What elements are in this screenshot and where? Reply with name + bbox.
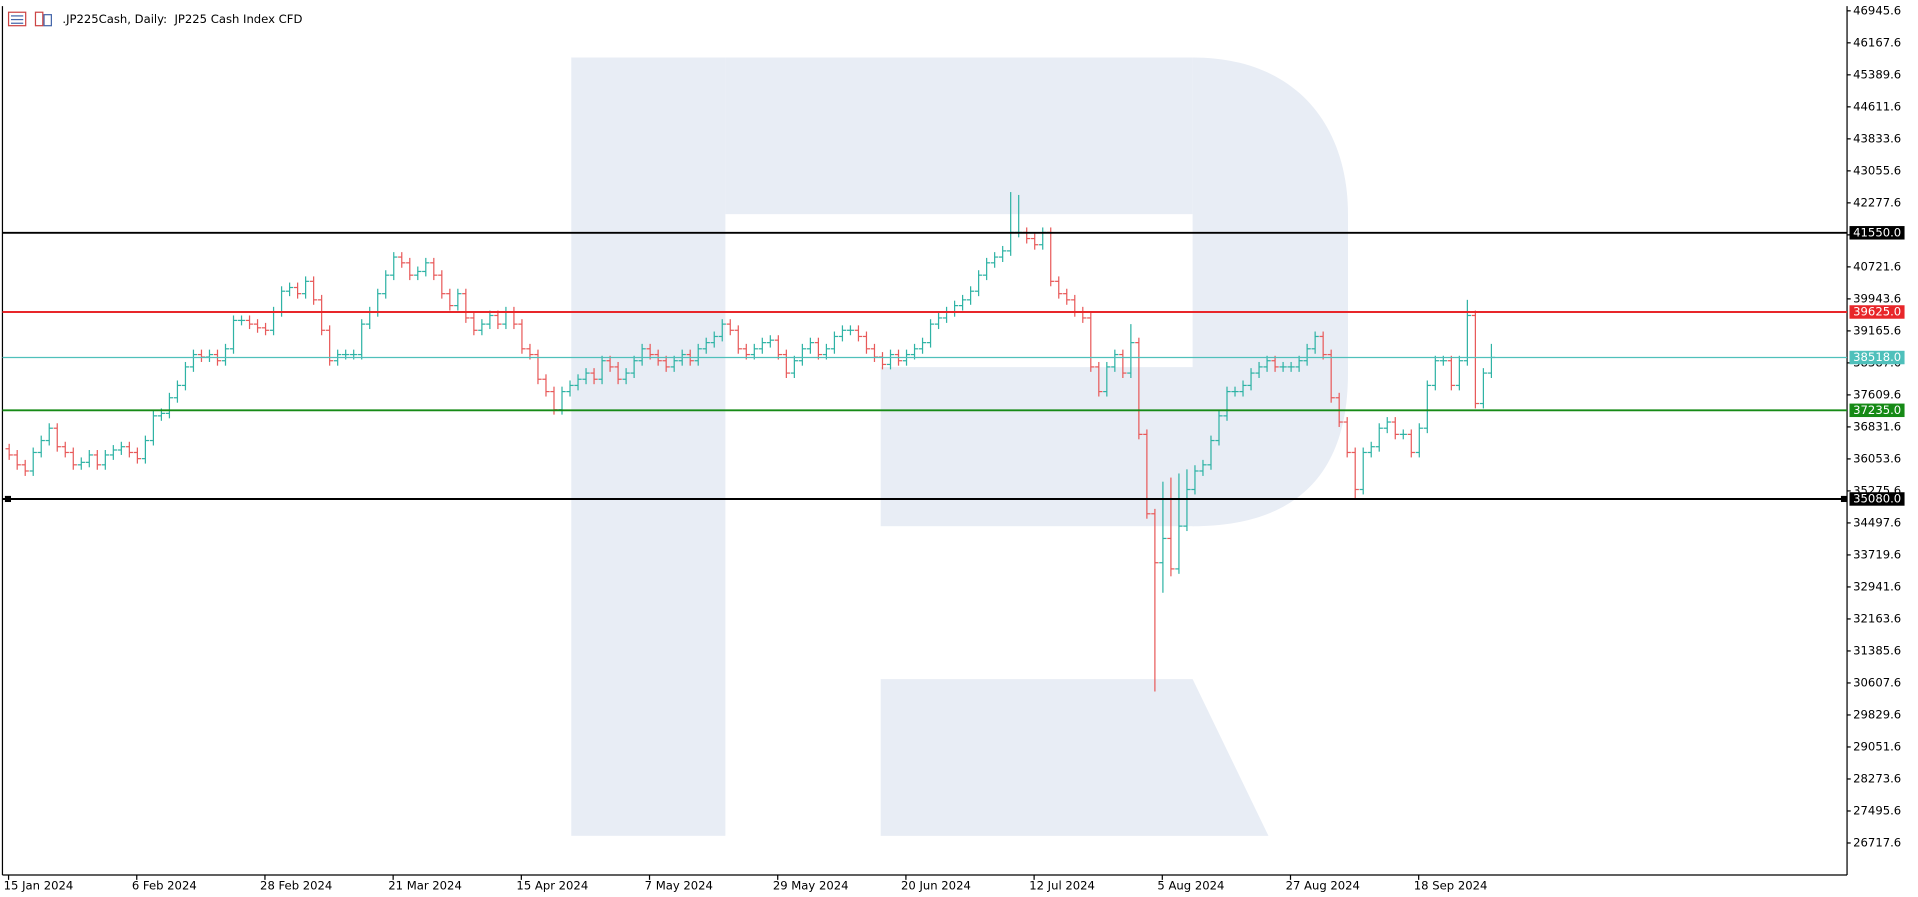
y-tick-label: 43833.6 [1853,131,1901,145]
icon [34,11,44,27]
x-tick-label: 5 Aug 2024 [1157,878,1224,892]
y-tick-label: 39943.6 [1853,291,1901,305]
y-tick-label: 26717.6 [1853,835,1901,849]
level-label-box [1849,350,1905,365]
y-tick-label: 39165.6 [1853,323,1901,337]
level-label: 38518.0 [1853,350,1901,364]
x-tick-label: 7 May 2024 [645,878,713,892]
y-tick-label: 46945.6 [1853,3,1901,17]
watermark-stem [571,57,726,836]
y-tick-label: 27495.6 [1853,803,1901,817]
y-tick-label: 44611.6 [1853,99,1901,113]
toolbar-icons [7,11,52,27]
level-anchor [4,495,12,503]
watermark-top [725,57,1193,215]
y-tick-label: 40721.6 [1853,259,1901,273]
level-label: 41550.0 [1853,225,1901,239]
level-label-box [1849,305,1905,319]
x-tick-label: 27 Aug 2024 [1286,878,1360,892]
x-tick-label: 28 Feb 2024 [260,878,332,892]
level-label: 37235.0 [1853,403,1901,417]
level-label-box [1849,492,1905,506]
y-tick-label: 37609.6 [1853,387,1901,401]
y-tick-label: 29829.6 [1853,707,1901,721]
level-label: 39625.0 [1853,304,1901,318]
x-tick-label: 15 Jan 2024 [4,878,74,892]
chart-title: .JP225Cash, Daily: JP225 Cash Index CFD [62,12,302,26]
y-tick-label: 29051.6 [1853,739,1901,753]
y-tick-label: 45389.6 [1853,67,1901,81]
watermark-bowl [1192,57,1348,527]
watermark-leg [880,679,1269,836]
x-tick-label: 12 Jul 2024 [1029,878,1095,892]
level-label-box [1849,226,1905,240]
y-tick-label: 46167.6 [1853,35,1901,49]
x-tick-label: 20 Jun 2024 [901,878,971,892]
x-tick-label: 6 Feb 2024 [132,878,197,892]
y-tick-label: 33719.6 [1853,547,1901,561]
level-anchor [1840,495,1848,503]
level-label: 35080.0 [1853,491,1901,505]
y-tick-label: 36053.6 [1853,451,1901,465]
y-tick-label: 32941.6 [1853,579,1901,593]
icon [43,14,52,27]
x-tick-label: 29 May 2024 [773,878,849,892]
y-tick-label: 32163.6 [1853,611,1901,625]
y-tick-label: 28273.6 [1853,771,1901,785]
x-tick-label: 21 Mar 2024 [388,878,462,892]
y-tick-label: 30607.6 [1853,675,1901,689]
y-tick-label: 34497.6 [1853,515,1901,529]
y-tick-label: 31385.6 [1853,643,1901,657]
y-tick-label: 36831.6 [1853,419,1901,433]
y-tick-label: 42277.6 [1853,195,1901,209]
x-tick-label: 15 Apr 2024 [516,878,588,892]
level-label-box [1849,403,1905,418]
y-tick-label: 43055.6 [1853,163,1901,177]
x-tick-label: 18 Sep 2024 [1414,878,1488,892]
